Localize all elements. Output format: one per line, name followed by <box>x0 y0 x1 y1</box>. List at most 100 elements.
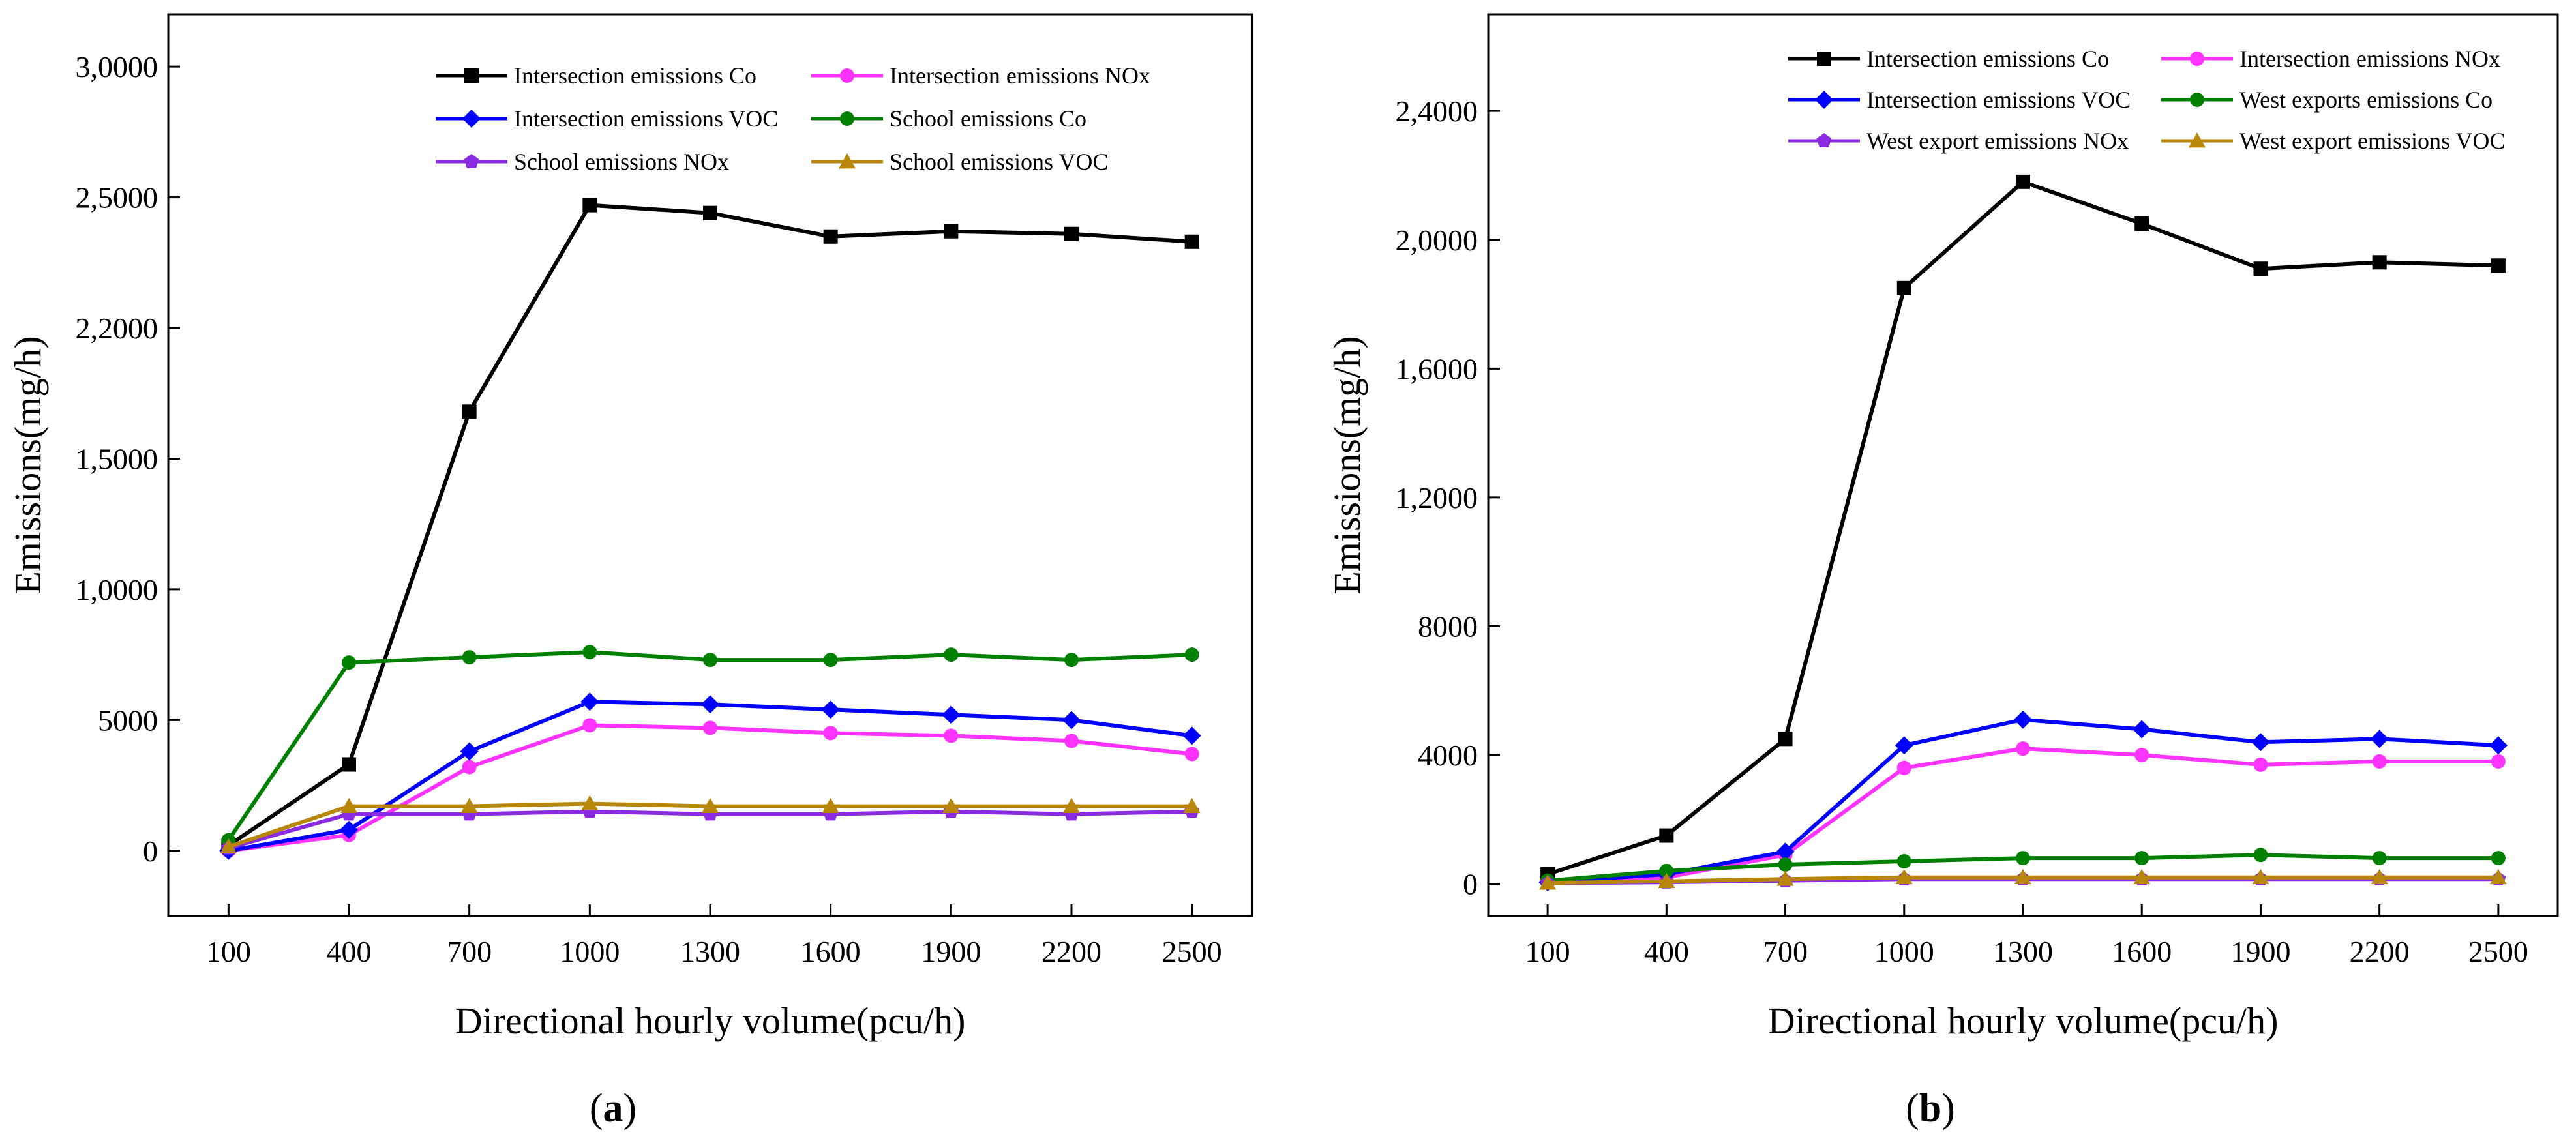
data-point <box>1895 868 1913 885</box>
data-point <box>1184 647 1199 662</box>
series-2 <box>1540 741 2506 890</box>
data-point <box>2489 736 2508 755</box>
series-1 <box>221 198 1199 853</box>
legend-item: School emissions NOx <box>436 149 729 175</box>
x-tick-label: 700 <box>1763 935 1808 968</box>
data-point <box>340 797 357 814</box>
y-axis-title: Emissions(mg/h) <box>7 336 49 594</box>
data-point <box>944 728 959 743</box>
data-point <box>460 797 478 814</box>
y-tick-label: 8000 <box>1418 610 1478 643</box>
data-point <box>462 760 477 775</box>
legend-marker <box>2190 93 2204 107</box>
legend-label: Intersection emissions NOx <box>2239 46 2500 72</box>
x-tick-label: 1300 <box>1993 935 2053 968</box>
legend: Intersection emissions Co Intersection em… <box>436 63 1150 175</box>
legend: Intersection emissions Co Intersection em… <box>1788 46 2505 154</box>
y-tick-label: 1,6000 <box>1396 352 1478 385</box>
data-point <box>1778 732 1793 747</box>
legend-label: Intersection emissions VOC <box>514 106 778 132</box>
data-point <box>462 650 477 665</box>
x-tick-label: 700 <box>447 935 492 968</box>
data-point <box>2491 258 2506 273</box>
x-tick-label: 1600 <box>2112 935 2172 968</box>
panel-a: 0 5000 1,0000 1,5000 2,2000 2,5000 3,0000 100 40… <box>7 13 1253 1042</box>
data-point <box>1896 760 1911 775</box>
series-2 <box>221 718 1199 858</box>
data-point <box>703 205 717 220</box>
x-tick-label: 400 <box>1644 935 1689 968</box>
x-tick-label: 1000 <box>1874 935 1934 968</box>
y-tick-label: 4000 <box>1418 739 1478 772</box>
data-point <box>2251 733 2270 752</box>
data-point <box>1659 828 1674 843</box>
data-point <box>1776 870 1794 886</box>
data-point <box>1778 857 1793 872</box>
data-point <box>944 647 959 662</box>
y-tick-label: 3,0000 <box>76 50 158 83</box>
legend-label: West export emissions NOx <box>1866 128 2129 154</box>
data-point <box>823 726 838 741</box>
data-point <box>1182 726 1201 745</box>
x-tick-label: 400 <box>327 935 372 968</box>
legend-label: School emissions VOC <box>890 149 1108 175</box>
legend-item: School emissions Co <box>811 106 1086 132</box>
legend-marker <box>2190 52 2204 66</box>
data-point <box>2370 730 2389 748</box>
data-point <box>342 655 356 670</box>
data-point <box>944 224 959 239</box>
data-point <box>2134 851 2149 866</box>
data-point <box>460 742 479 761</box>
data-point <box>1063 797 1080 814</box>
data-point <box>340 820 358 839</box>
legend-label: Intersection emissions VOC <box>1866 87 2131 113</box>
y-tick-label: 5000 <box>98 704 158 737</box>
legend-label: Intersection emissions Co <box>514 63 756 89</box>
legend-marker <box>1817 52 1831 66</box>
x-tick-label: 1000 <box>560 935 620 968</box>
legend-marker <box>2189 132 2206 148</box>
legend-item: Intersection emissions NOx <box>811 63 1150 89</box>
x-tick-label: 1900 <box>2230 935 2290 968</box>
y-tick-label: 1,5000 <box>76 442 158 475</box>
legend-label: West exports emissions Co <box>2239 87 2493 113</box>
series-line <box>1547 179 2498 876</box>
series-line <box>227 203 1192 848</box>
legend-item: Intersection emissions NOx <box>2161 46 2500 72</box>
legend-label: Intersection emissions Co <box>1866 46 2109 72</box>
panel-label-a: (a) <box>590 1086 637 1131</box>
legend-item: School emissions VOC <box>811 149 1108 175</box>
x-tick-label: 1600 <box>801 935 861 968</box>
data-point <box>1895 736 1913 755</box>
data-point <box>2253 848 2268 863</box>
legend-marker <box>840 111 854 126</box>
legend-item: West export emissions VOC <box>2161 128 2505 154</box>
data-point <box>2016 174 2030 189</box>
x-axis-title: Directional hourly volume(pcu/h) <box>455 1000 966 1042</box>
x-tick-label: 2500 <box>2468 935 2528 968</box>
data-point <box>581 795 599 811</box>
legend-marker <box>464 154 479 168</box>
legend-marker <box>839 153 856 169</box>
data-point <box>821 700 840 719</box>
data-point <box>1064 734 1079 748</box>
y-tick-label: 0 <box>143 835 158 868</box>
data-point <box>580 692 599 711</box>
legend-item: West export emissions NOx <box>1788 128 2129 154</box>
legend-item: Intersection emissions VOC <box>1788 87 2131 113</box>
data-point <box>582 198 597 213</box>
data-point <box>2491 754 2506 769</box>
y-tick-label: 0 <box>1463 868 1478 901</box>
x-tick-label: 2500 <box>1162 935 1222 968</box>
legend-item: Intersection emissions Co <box>1788 46 2109 72</box>
data-point <box>703 720 717 735</box>
y-tick-label: 2,2000 <box>76 312 158 345</box>
panel-label-b: (b) <box>1906 1086 1955 1131</box>
data-point <box>2491 851 2506 866</box>
data-point <box>342 757 356 772</box>
data-point <box>2016 741 2030 756</box>
x-tick-label: 1300 <box>680 935 740 968</box>
data-point <box>823 229 838 244</box>
y-tick-label: 2,0000 <box>1396 224 1478 257</box>
